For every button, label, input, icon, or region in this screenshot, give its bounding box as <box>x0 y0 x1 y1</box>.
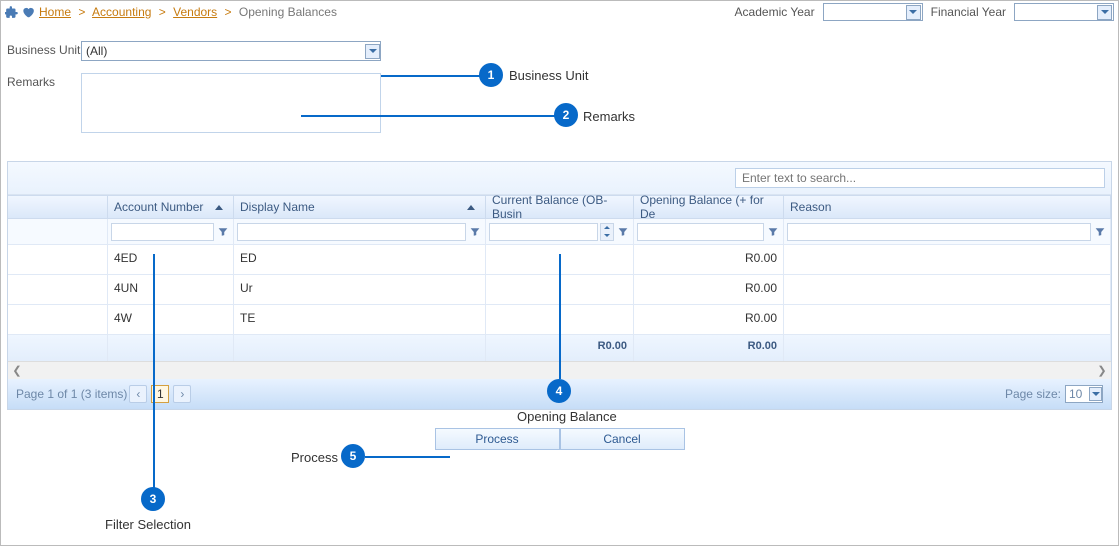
filter-icon[interactable] <box>1093 223 1107 241</box>
form-area: Business Unit (All) Remarks <box>1 23 1118 155</box>
filter-display-name[interactable] <box>237 223 466 241</box>
header-opening-balance[interactable]: Opening Balance (+ for De <box>634 196 784 218</box>
filter-icon[interactable] <box>468 223 482 241</box>
business-unit-label: Business Unit <box>7 41 81 57</box>
search-input[interactable] <box>735 168 1105 188</box>
sort-asc-icon <box>467 205 475 210</box>
financial-year-label: Financial Year <box>931 5 1006 19</box>
process-button[interactable]: Process <box>435 428 560 450</box>
page-size-label: Page size: <box>1005 387 1061 401</box>
breadcrumb-sep: > <box>78 5 85 19</box>
header-opening-balance-text: Opening Balance (+ for De <box>640 193 777 221</box>
heart-icon <box>21 5 35 19</box>
dropdown-icon <box>1097 5 1112 20</box>
callout-bubble-1: 1 <box>479 63 503 87</box>
cell-reason <box>784 305 1111 334</box>
cell-opening: R0.00 <box>634 305 784 334</box>
remarks-input[interactable] <box>81 73 381 133</box>
header-account-number[interactable]: Account Number <box>108 196 234 218</box>
pager-text: Page 1 of 1 (3 items) <box>16 387 127 401</box>
cell-acct: 4UN <box>108 275 234 304</box>
callout-bubble-3: 3 <box>141 487 165 511</box>
header-account-number-text: Account Number <box>114 200 203 214</box>
breadcrumb-current: Opening Balances <box>239 5 337 19</box>
cell-reason <box>784 245 1111 274</box>
filter-current-balance[interactable] <box>489 223 598 241</box>
breadcrumb-sep: > <box>159 5 166 19</box>
total-opening: R0.00 <box>634 335 784 361</box>
scroll-right-icon[interactable]: ❯ <box>1093 362 1111 380</box>
cancel-button[interactable]: Cancel <box>560 428 685 450</box>
business-unit-value: (All) <box>86 44 107 58</box>
grid-filter-row <box>8 219 1111 245</box>
pager-next[interactable]: › <box>173 385 191 403</box>
academic-year-select[interactable] <box>823 3 923 21</box>
cell-opening: R0.00 <box>634 245 784 274</box>
dropdown-icon <box>365 44 380 59</box>
cell-name: ED <box>234 245 486 274</box>
callout-line <box>559 254 561 379</box>
header-display-name[interactable]: Display Name <box>234 196 486 218</box>
cell-name: TE <box>234 305 486 334</box>
puzzle-icon <box>5 5 19 19</box>
header-reason[interactable]: Reason <box>784 196 1111 218</box>
callout-line <box>301 115 556 117</box>
sort-asc-icon <box>215 205 223 210</box>
cell-acct: 4W <box>108 305 234 334</box>
callout-1-label: Business Unit <box>509 68 588 83</box>
callout-4-label: Opening Balance <box>517 409 617 424</box>
filter-opening-balance[interactable] <box>637 223 764 241</box>
spinner[interactable] <box>600 223 614 241</box>
header-current-balance-text: Current Balance (OB-Busin <box>492 193 627 221</box>
breadcrumb-accounting[interactable]: Accounting <box>92 5 151 19</box>
home-icons <box>5 5 35 19</box>
breadcrumb-sep: > <box>225 5 232 19</box>
breadcrumb: Home > Accounting > Vendors > Opening Ba… <box>39 5 337 19</box>
cell-name: Ur <box>234 275 486 304</box>
header-current-balance[interactable]: Current Balance (OB-Busin <box>486 196 634 218</box>
filter-account-number[interactable] <box>111 223 214 241</box>
cell-reason <box>784 275 1111 304</box>
page-size-select[interactable]: 10 <box>1065 385 1103 403</box>
topbar: Home > Accounting > Vendors > Opening Ba… <box>1 1 1118 23</box>
breadcrumb-vendors[interactable]: Vendors <box>173 5 217 19</box>
callout-bubble-4: 4 <box>547 379 571 403</box>
filter-reason[interactable] <box>787 223 1091 241</box>
header-reason-text: Reason <box>790 200 831 214</box>
academic-year-label: Academic Year <box>735 5 815 19</box>
pager-prev[interactable]: ‹ <box>129 385 147 403</box>
business-unit-select[interactable]: (All) <box>81 41 381 61</box>
callout-line <box>365 456 450 458</box>
filter-icon[interactable] <box>616 223 630 241</box>
filter-icon[interactable] <box>216 223 230 241</box>
scroll-left-icon[interactable]: ❮ <box>8 362 26 380</box>
callout-line <box>153 254 155 489</box>
remarks-label: Remarks <box>7 73 81 89</box>
year-selectors: Academic Year Financial Year <box>735 3 1114 21</box>
header-blank[interactable] <box>8 196 108 218</box>
callout-bubble-2: 2 <box>554 103 578 127</box>
cell-acct: 4ED <box>108 245 234 274</box>
callout-3-label: Filter Selection <box>105 517 191 532</box>
callout-5-label: Process <box>291 450 338 465</box>
header-display-name-text: Display Name <box>240 200 315 214</box>
breadcrumb-home[interactable]: Home <box>39 5 71 19</box>
cell-opening: R0.00 <box>634 275 784 304</box>
callout-line <box>381 75 481 77</box>
grid-headers: Account Number Display Name Current Bala… <box>8 195 1111 219</box>
callout-2-label: Remarks <box>583 109 635 124</box>
financial-year-select[interactable] <box>1014 3 1114 21</box>
dropdown-icon <box>1089 387 1102 401</box>
grid-search-bar <box>8 162 1111 195</box>
dropdown-icon <box>906 5 921 20</box>
callout-bubble-5: 5 <box>341 444 365 468</box>
filter-icon[interactable] <box>766 223 780 241</box>
page-size-value: 10 <box>1069 387 1082 401</box>
